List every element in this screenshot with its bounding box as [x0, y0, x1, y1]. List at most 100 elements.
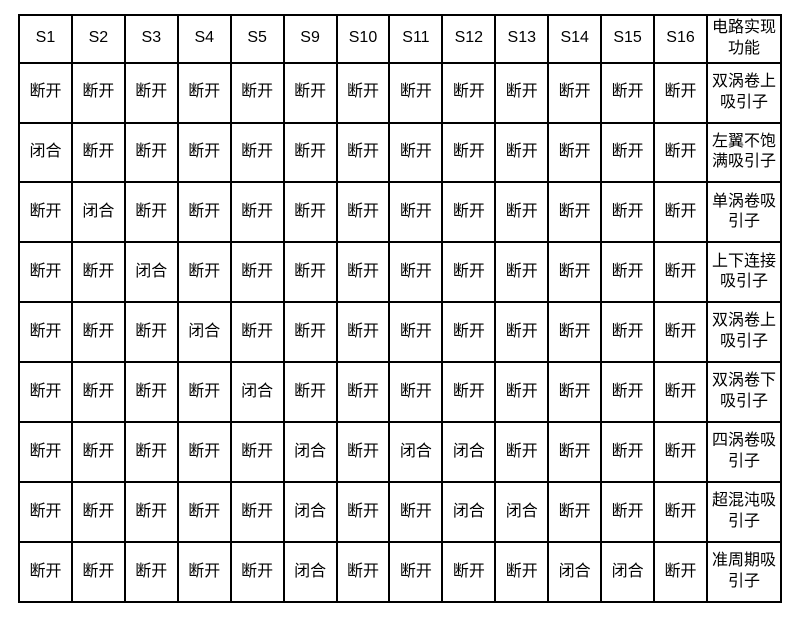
switch-state-cell: 断开 [231, 482, 284, 542]
switch-state-cell: 断开 [231, 182, 284, 242]
switch-state-cell: 断开 [337, 182, 390, 242]
switch-state-cell: 断开 [72, 422, 125, 482]
switch-state-cell: 断开 [19, 302, 72, 362]
switch-state-cell: 断开 [495, 362, 548, 422]
switch-state-cell: 闭合 [442, 482, 495, 542]
switch-state-cell: 断开 [178, 362, 231, 422]
switch-state-cell: 断开 [231, 422, 284, 482]
function-cell: 上下连接吸引子 [707, 242, 781, 302]
switch-state-cell: 闭合 [389, 422, 442, 482]
switch-state-cell: 断开 [337, 362, 390, 422]
switch-state-cell: 断开 [654, 123, 707, 183]
switch-state-cell: 断开 [548, 482, 601, 542]
table-row: 断开断开闭合断开断开断开断开断开断开断开断开断开断开上下连接吸引子 [19, 242, 781, 302]
switch-state-cell: 断开 [654, 242, 707, 302]
switch-state-cell: 闭合 [72, 182, 125, 242]
switch-state-cell: 断开 [19, 182, 72, 242]
col-header: S14 [548, 15, 601, 63]
switch-state-cell: 断开 [654, 542, 707, 602]
switch-state-cell: 断开 [389, 123, 442, 183]
switch-state-cell: 闭合 [125, 242, 178, 302]
switch-state-cell: 闭合 [442, 422, 495, 482]
switch-state-cell: 断开 [231, 123, 284, 183]
switch-state-cell: 断开 [284, 123, 337, 183]
switch-state-cell: 断开 [19, 422, 72, 482]
switch-state-cell: 闭合 [284, 542, 337, 602]
switch-state-cell: 断开 [548, 242, 601, 302]
switch-state-cell: 断开 [231, 302, 284, 362]
switch-state-cell: 断开 [601, 123, 654, 183]
switch-state-cell: 断开 [72, 123, 125, 183]
switch-state-cell: 断开 [654, 63, 707, 123]
switch-state-cell: 断开 [548, 302, 601, 362]
col-header: S10 [337, 15, 390, 63]
switch-state-cell: 断开 [337, 242, 390, 302]
switch-state-cell: 断开 [19, 362, 72, 422]
switch-state-cell: 断开 [125, 422, 178, 482]
table-row: 断开闭合断开断开断开断开断开断开断开断开断开断开断开单涡卷吸引子 [19, 182, 781, 242]
switch-state-cell: 闭合 [284, 482, 337, 542]
switch-state-cell: 断开 [284, 182, 337, 242]
switch-state-cell: 断开 [19, 63, 72, 123]
switch-state-cell: 断开 [337, 302, 390, 362]
switch-state-cell: 断开 [72, 362, 125, 422]
switch-state-cell: 断开 [72, 542, 125, 602]
switch-state-cell: 断开 [125, 123, 178, 183]
col-header: S2 [72, 15, 125, 63]
switch-state-cell: 断开 [548, 123, 601, 183]
function-cell: 单涡卷吸引子 [707, 182, 781, 242]
function-cell: 四涡卷吸引子 [707, 422, 781, 482]
switch-state-cell: 断开 [495, 422, 548, 482]
col-header: S1 [19, 15, 72, 63]
col-header: S11 [389, 15, 442, 63]
switch-state-cell: 断开 [601, 422, 654, 482]
switch-state-cell: 断开 [442, 123, 495, 183]
switch-state-cell: 闭合 [19, 123, 72, 183]
switch-state-cell: 断开 [654, 362, 707, 422]
switch-state-cell: 断开 [19, 242, 72, 302]
switch-state-cell: 断开 [19, 542, 72, 602]
switch-state-cell: 断开 [601, 63, 654, 123]
switch-state-cell: 断开 [495, 242, 548, 302]
switch-state-cell: 闭合 [231, 362, 284, 422]
switch-state-cell: 断开 [178, 542, 231, 602]
switch-state-cell: 断开 [548, 63, 601, 123]
switch-state-cell: 断开 [178, 123, 231, 183]
switch-state-cell: 断开 [442, 63, 495, 123]
switch-state-cell: 闭合 [601, 542, 654, 602]
switch-state-cell: 断开 [389, 302, 442, 362]
switch-state-cell: 断开 [72, 63, 125, 123]
col-header: S15 [601, 15, 654, 63]
switch-state-cell: 断开 [231, 63, 284, 123]
switch-state-cell: 断开 [495, 63, 548, 123]
switch-state-cell: 断开 [495, 182, 548, 242]
switch-state-cell: 断开 [601, 242, 654, 302]
switch-state-cell: 断开 [389, 242, 442, 302]
table-row: 断开断开断开断开断开闭合断开闭合闭合断开断开断开断开四涡卷吸引子 [19, 422, 781, 482]
switch-state-cell: 断开 [337, 123, 390, 183]
table-row: 断开断开断开闭合断开断开断开断开断开断开断开断开断开双涡卷上吸引子 [19, 302, 781, 362]
switch-state-cell: 断开 [654, 302, 707, 362]
col-header: S5 [231, 15, 284, 63]
switch-state-cell: 断开 [178, 242, 231, 302]
switch-state-cell: 断开 [442, 362, 495, 422]
switch-state-cell: 断开 [389, 182, 442, 242]
switch-state-cell: 断开 [337, 542, 390, 602]
switch-state-cell: 断开 [389, 482, 442, 542]
col-header: S4 [178, 15, 231, 63]
col-header: S3 [125, 15, 178, 63]
switch-state-cell: 断开 [495, 542, 548, 602]
switch-state-cell: 断开 [337, 482, 390, 542]
function-cell: 准周期吸引子 [707, 542, 781, 602]
switch-state-cell: 断开 [125, 182, 178, 242]
switch-state-cell: 断开 [231, 242, 284, 302]
switch-state-cell: 断开 [72, 242, 125, 302]
function-cell: 双涡卷上吸引子 [707, 302, 781, 362]
switch-state-cell: 断开 [19, 482, 72, 542]
switch-state-cell: 断开 [654, 182, 707, 242]
switch-state-cell: 断开 [284, 63, 337, 123]
switch-state-cell: 断开 [442, 542, 495, 602]
switch-state-cell: 断开 [601, 302, 654, 362]
switch-state-cell: 断开 [389, 542, 442, 602]
switch-state-cell: 断开 [178, 182, 231, 242]
